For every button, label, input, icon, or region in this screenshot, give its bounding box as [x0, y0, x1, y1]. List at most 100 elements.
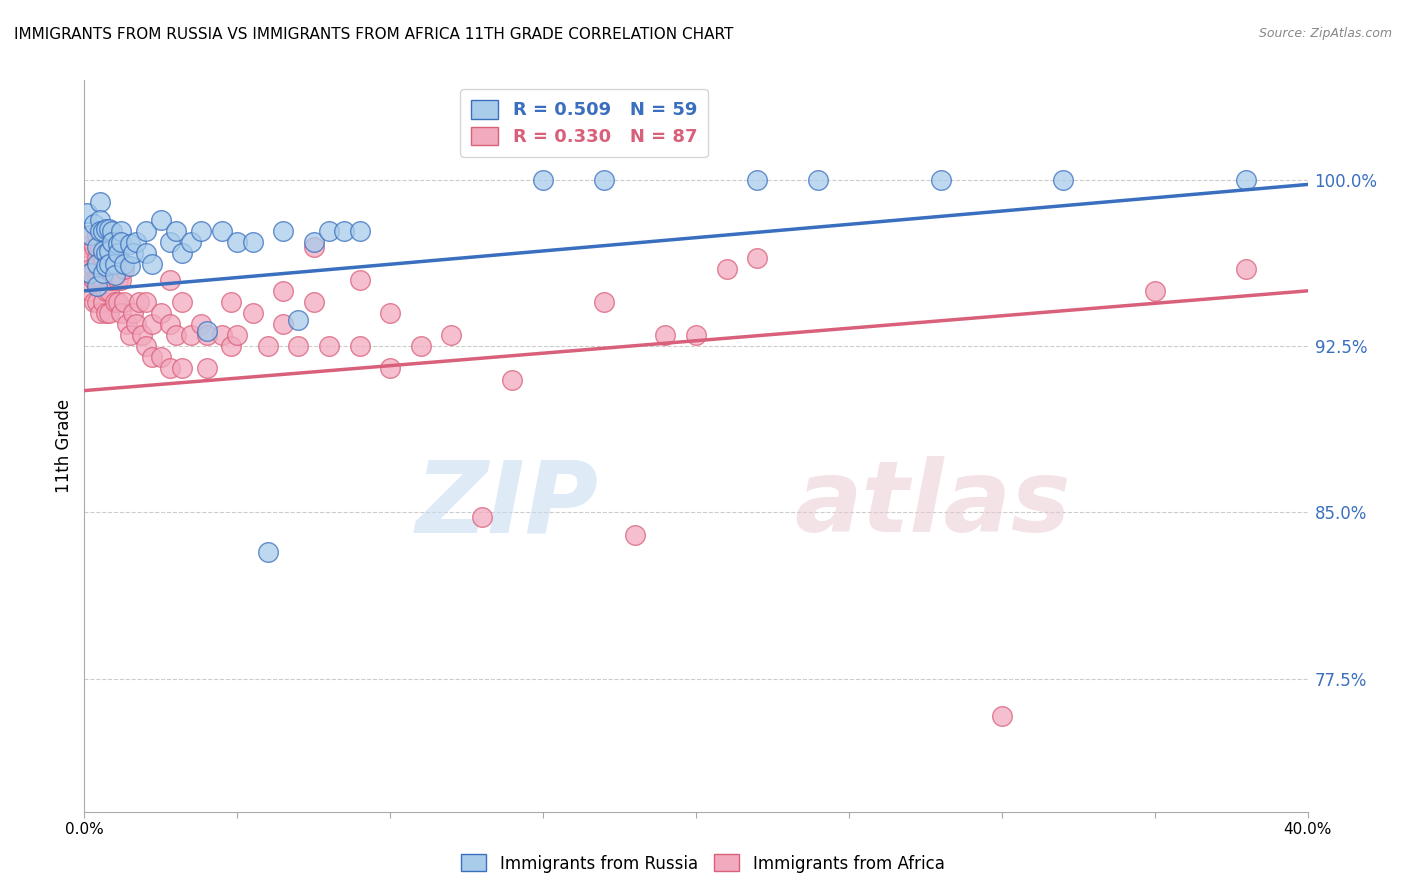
Point — [76, 239, 98, 253]
Point — [349, 273, 371, 287]
Point — [107, 246, 129, 260]
Point — [141, 317, 163, 331]
Point — [112, 261, 135, 276]
Point — [502, 372, 524, 386]
Point — [97, 221, 120, 235]
Point — [1236, 173, 1258, 187]
Point — [929, 173, 952, 187]
Point — [271, 284, 294, 298]
Point — [83, 273, 105, 287]
Point — [86, 273, 108, 287]
Point — [94, 306, 117, 320]
Point — [104, 257, 127, 271]
Point — [120, 260, 142, 274]
Point — [122, 306, 145, 320]
Point — [135, 339, 157, 353]
Point — [333, 224, 356, 238]
Point — [125, 235, 148, 249]
Point — [211, 328, 233, 343]
Point — [318, 339, 340, 353]
Point — [287, 339, 309, 353]
Point — [89, 195, 111, 210]
Point — [86, 239, 108, 253]
Point — [89, 273, 111, 287]
Point — [149, 351, 172, 365]
Point — [91, 266, 114, 280]
Point — [83, 239, 105, 253]
Point — [101, 224, 124, 238]
Point — [104, 268, 127, 283]
Point — [172, 361, 194, 376]
Point — [593, 173, 616, 187]
Point — [159, 235, 181, 249]
Point — [79, 261, 101, 276]
Point — [104, 251, 127, 265]
Point — [135, 224, 157, 238]
Point — [211, 224, 233, 238]
Point — [190, 317, 212, 331]
Point — [107, 294, 129, 309]
Point — [287, 312, 309, 326]
Point — [159, 317, 181, 331]
Point — [302, 235, 325, 249]
Point — [302, 294, 325, 309]
Point — [471, 510, 494, 524]
Point — [86, 294, 108, 309]
Point — [219, 294, 242, 309]
Point — [349, 224, 371, 238]
Point — [159, 361, 181, 376]
Point — [94, 246, 117, 260]
Point — [94, 284, 117, 298]
Point — [624, 527, 647, 541]
Point — [219, 339, 242, 353]
Point — [125, 317, 148, 331]
Point — [79, 228, 101, 243]
Point — [991, 709, 1014, 723]
Point — [97, 257, 120, 271]
Point — [716, 261, 738, 276]
Point — [110, 273, 132, 287]
Point — [149, 306, 172, 320]
Point — [91, 224, 114, 238]
Point — [180, 328, 202, 343]
Point — [135, 294, 157, 309]
Y-axis label: 11th Grade: 11th Grade — [55, 399, 73, 493]
Point — [1236, 261, 1258, 276]
Point — [440, 328, 463, 343]
Point — [89, 213, 111, 227]
Text: IMMIGRANTS FROM RUSSIA VS IMMIGRANTS FROM AFRICA 11TH GRADE CORRELATION CHART: IMMIGRANTS FROM RUSSIA VS IMMIGRANTS FRO… — [14, 27, 734, 42]
Point — [110, 306, 132, 320]
Point — [110, 235, 132, 249]
Point — [257, 545, 280, 559]
Point — [593, 294, 616, 309]
Point — [190, 224, 212, 238]
Point — [97, 306, 120, 320]
Point — [94, 260, 117, 274]
Point — [1052, 173, 1074, 187]
Point — [91, 273, 114, 287]
Point — [79, 228, 101, 243]
Point — [89, 261, 111, 276]
Point — [747, 173, 769, 187]
Point — [165, 224, 187, 238]
Point — [172, 246, 194, 260]
Point — [101, 235, 124, 249]
Text: atlas: atlas — [794, 456, 1070, 553]
Point — [83, 294, 105, 309]
Point — [107, 237, 129, 252]
Point — [271, 317, 294, 331]
Point — [531, 173, 554, 187]
Point — [120, 328, 142, 343]
Point — [120, 237, 142, 252]
Point — [654, 328, 676, 343]
Point — [79, 284, 101, 298]
Point — [97, 244, 120, 258]
Point — [128, 294, 150, 309]
Legend: Immigrants from Russia, Immigrants from Africa: Immigrants from Russia, Immigrants from … — [454, 847, 952, 880]
Point — [91, 244, 114, 258]
Point — [83, 218, 105, 232]
Point — [685, 328, 707, 343]
Point — [76, 251, 98, 265]
Point — [112, 294, 135, 309]
Point — [149, 213, 172, 227]
